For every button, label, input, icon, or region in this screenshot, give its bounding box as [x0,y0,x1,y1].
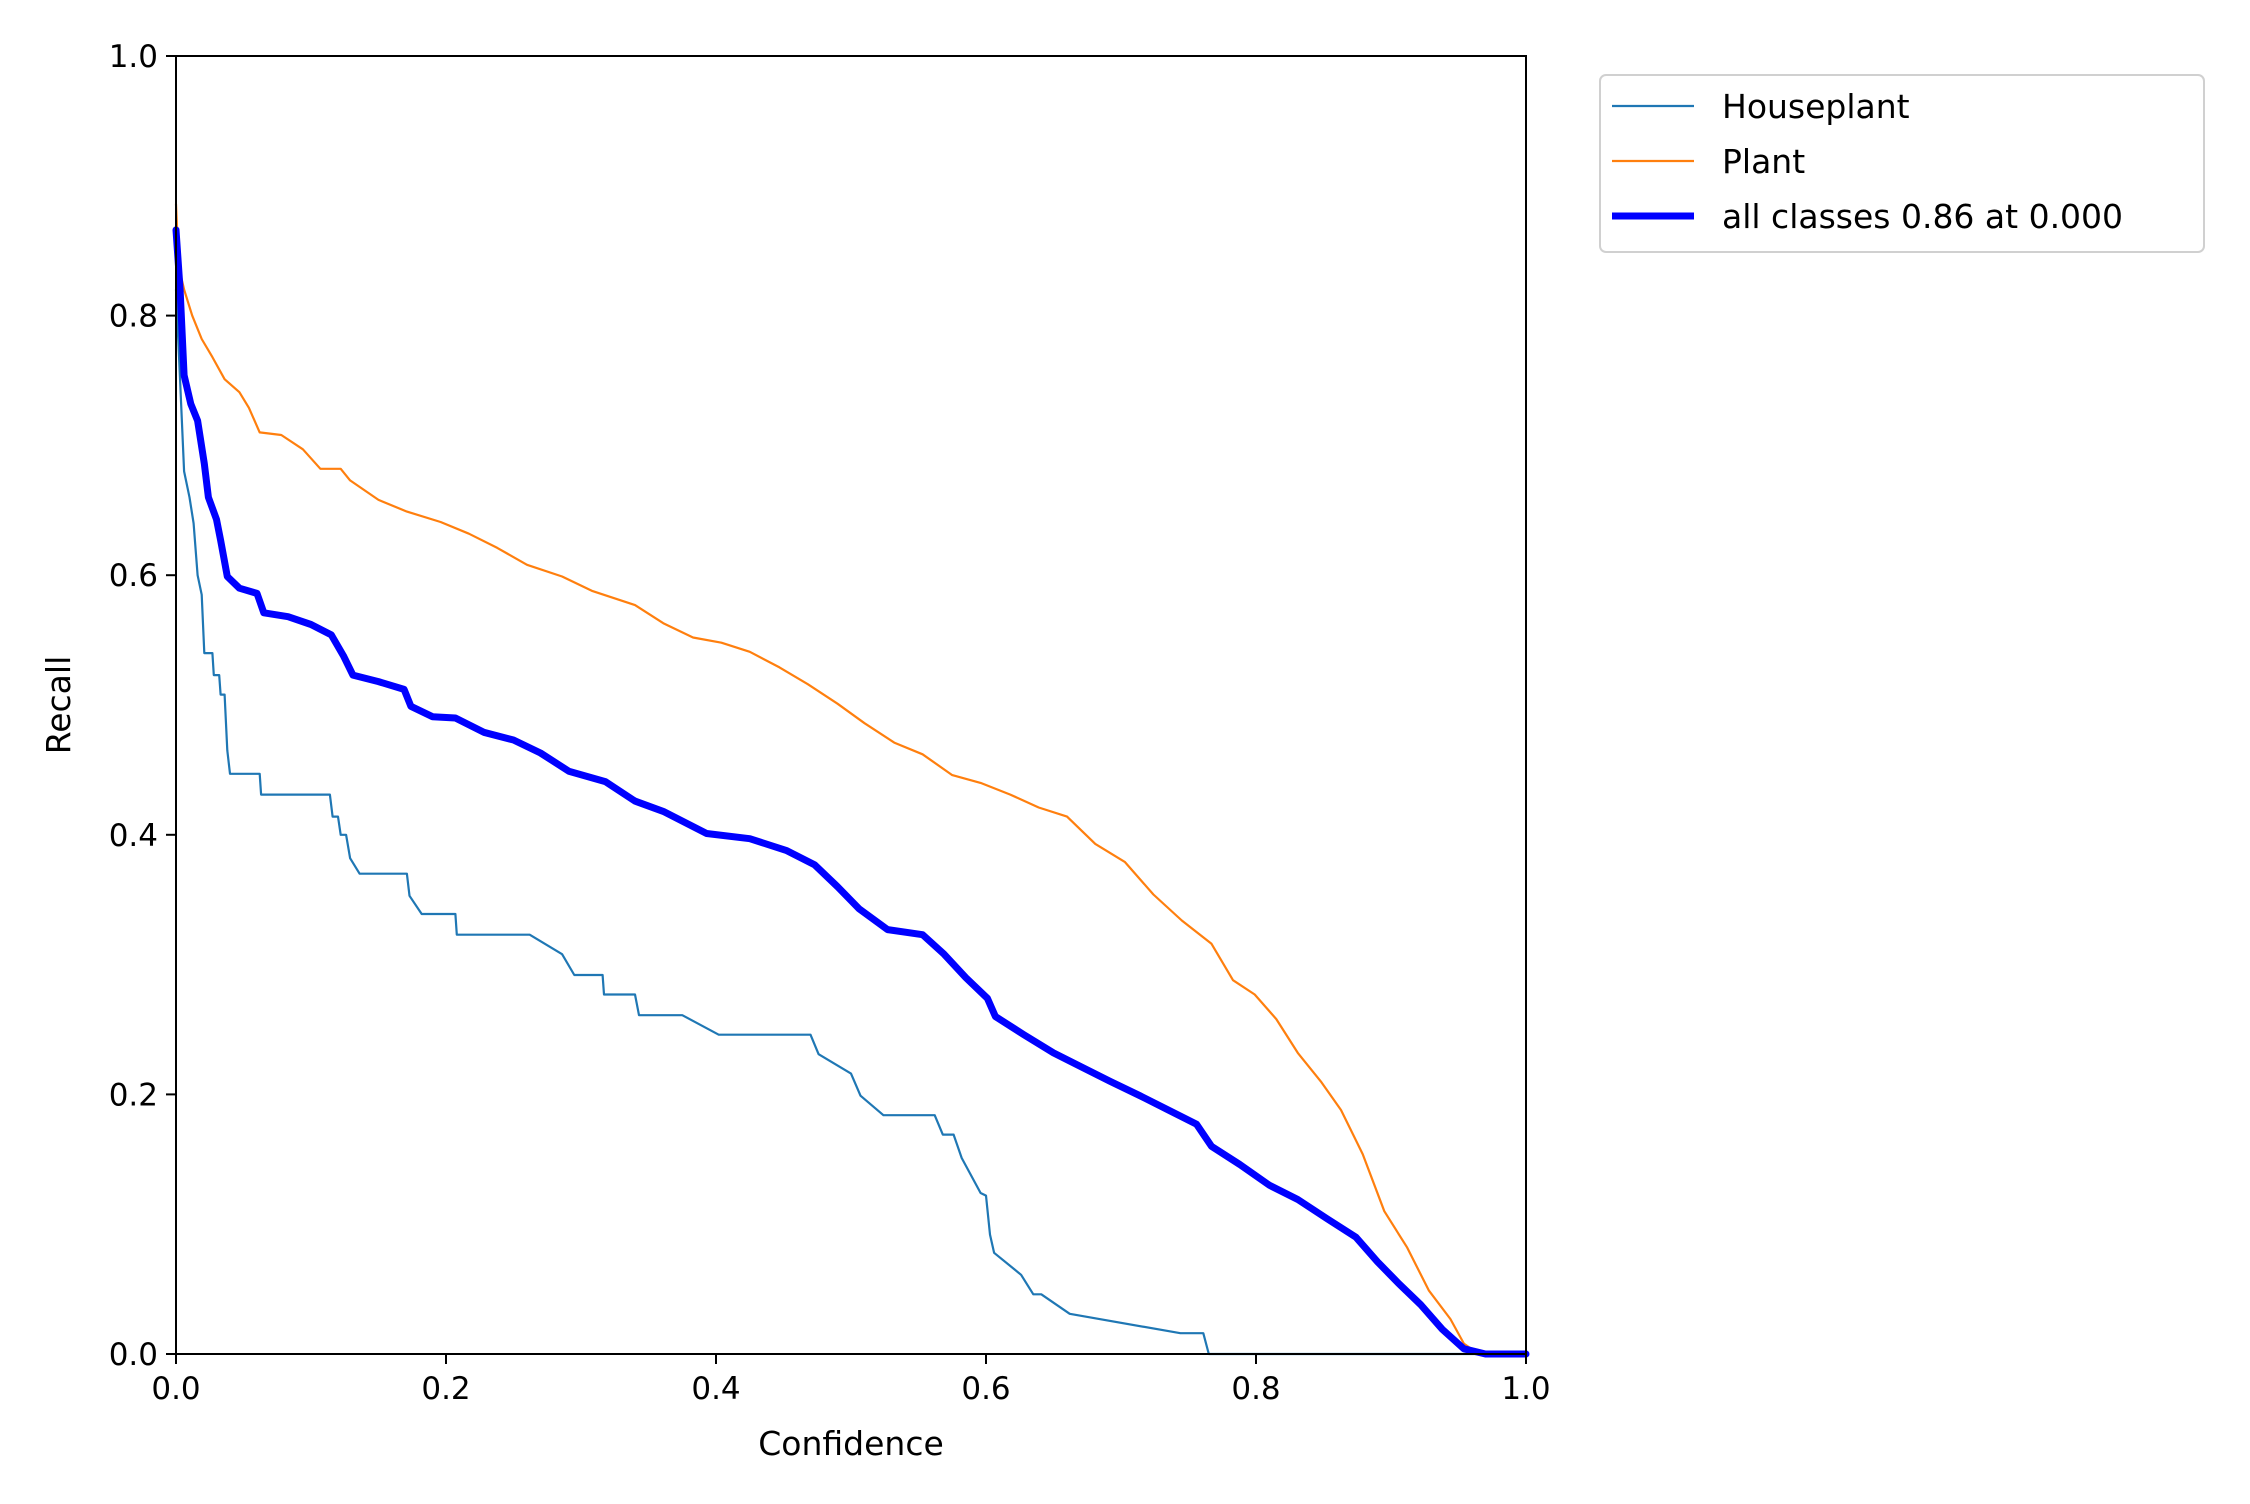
x-tick-label: 0.8 [1231,1371,1280,1407]
legend-box [1599,74,2205,253]
x-tick-label: 0.4 [691,1371,740,1407]
y-tick-label: 0.6 [109,558,158,594]
x-tick-label: 0.6 [961,1371,1010,1407]
series-lines [172,202,1530,1358]
x-tick-label: 0.0 [151,1371,200,1407]
legend-label: Plant [1722,142,1805,181]
y-tick-label: 1.0 [109,39,158,75]
x-tick-label: 1.0 [1501,1371,1550,1407]
plot-frame [175,55,1527,1355]
y-tick-label: 0.0 [109,1337,158,1373]
y-axis-label: Recall [39,656,78,754]
legend-label: all classes 0.86 at 0.000 [1722,197,2123,236]
series-line-houseplant [174,288,1528,1356]
x-tick-label: 0.2 [421,1371,470,1407]
y-tick-label: 0.8 [109,299,158,335]
legend: Houseplant Plant all classes 0.86 at 0.000 [1599,74,2205,253]
y-tick-label: 0.2 [109,1077,158,1113]
axis-ticks: 0.0 0.2 0.4 0.6 0.8 1.0 0.0 0.2 0.4 0.6 0.8 1.0 [109,39,1551,1407]
series-line-all [172,226,1530,1358]
y-tick-label: 0.4 [109,818,158,854]
series-line-plant [174,202,1528,1356]
x-axis-label: Confidence [758,1424,944,1463]
legend-label: Houseplant [1722,87,1910,126]
